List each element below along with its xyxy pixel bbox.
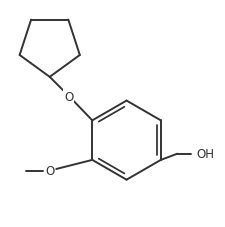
Text: O: O	[64, 90, 73, 103]
Text: OH: OH	[196, 148, 214, 160]
Text: O: O	[45, 164, 54, 177]
